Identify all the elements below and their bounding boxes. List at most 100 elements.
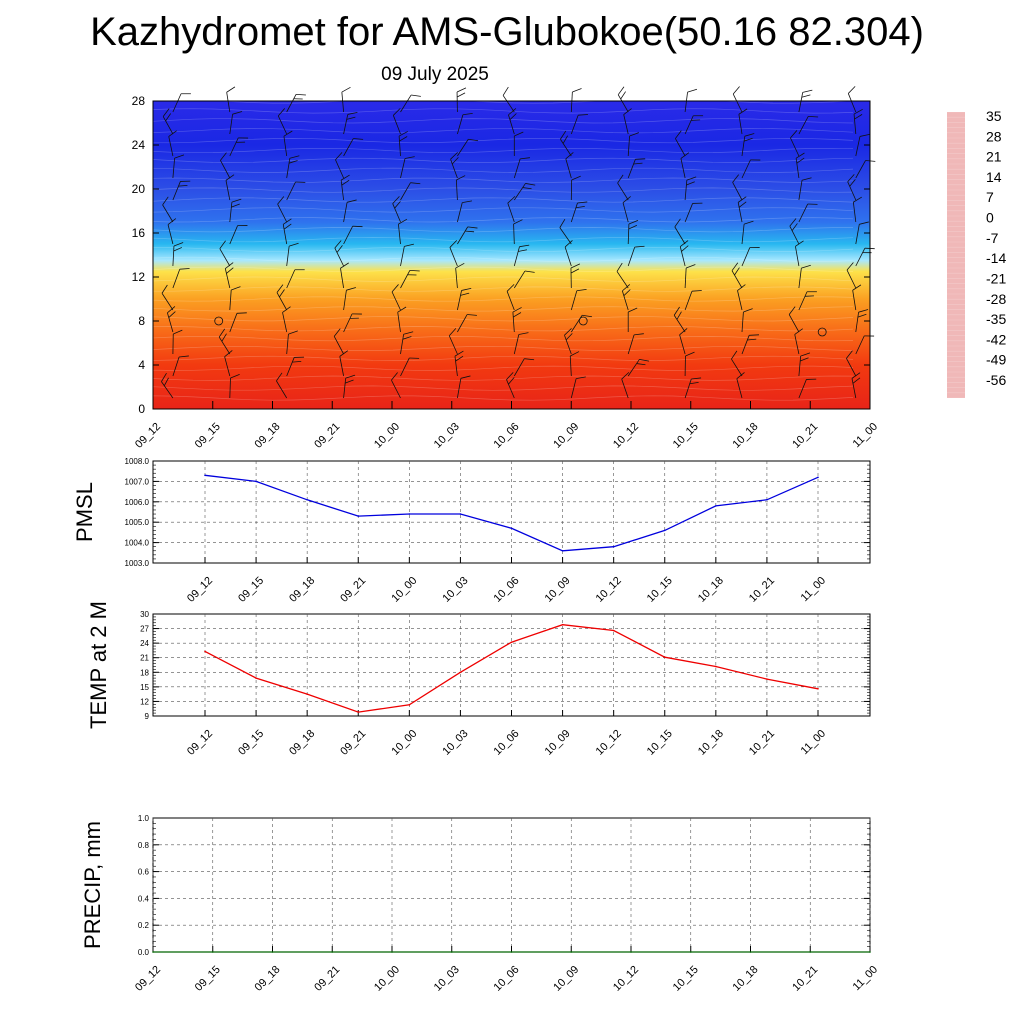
wind-barb xyxy=(684,202,703,223)
barb-flag xyxy=(846,350,853,359)
barb-flag xyxy=(691,377,702,380)
barb-flag xyxy=(352,225,363,228)
wind-barb xyxy=(286,269,305,289)
wind-barb xyxy=(172,154,185,179)
data-point xyxy=(391,951,393,953)
wind-barb xyxy=(226,86,236,113)
barb-staff xyxy=(392,115,401,135)
barb-staff xyxy=(343,378,347,399)
wind-barb xyxy=(400,243,415,267)
wind-barb xyxy=(627,333,644,355)
barb-flag xyxy=(571,175,581,181)
barb-staff xyxy=(731,358,743,377)
barb-flag xyxy=(236,141,246,143)
data-point xyxy=(689,951,692,953)
wind-barb xyxy=(798,291,817,311)
barb-staff xyxy=(798,203,809,223)
barb-flag xyxy=(807,291,817,293)
x-tick-label: 10_18 xyxy=(696,728,726,758)
barb-flag xyxy=(411,94,421,97)
barb-flag xyxy=(691,290,702,292)
wind-barb xyxy=(172,242,184,267)
barb-flag xyxy=(576,289,587,292)
barb-staff xyxy=(798,356,802,377)
barb-flag xyxy=(617,174,624,184)
barb-staff xyxy=(513,358,525,377)
wind-barb xyxy=(855,335,875,355)
contour-line xyxy=(152,157,854,163)
wind-barb xyxy=(789,218,800,245)
barb-flag xyxy=(801,94,811,98)
wind-barb xyxy=(684,377,702,399)
barb-flag xyxy=(403,331,414,335)
wind-barb xyxy=(172,93,191,113)
barb-flag xyxy=(565,333,573,341)
barb-flag xyxy=(620,91,626,100)
barb-flag xyxy=(277,108,286,117)
wind-barb xyxy=(400,269,420,289)
wind-barb xyxy=(343,374,356,399)
wind-barb xyxy=(172,355,189,377)
barb-flag xyxy=(173,242,184,247)
barb-flag xyxy=(801,264,811,269)
colorbar-label: -14 xyxy=(986,250,1006,266)
wind-barb xyxy=(276,372,288,399)
wind-barb xyxy=(855,221,869,245)
wind-barb xyxy=(340,262,349,289)
barb-staff xyxy=(286,357,295,377)
barb-staff xyxy=(286,94,297,113)
barb-flag xyxy=(340,262,349,269)
barb-staff xyxy=(790,137,800,157)
barb-staff xyxy=(798,92,804,113)
barb-flag xyxy=(346,199,357,203)
barb-flag xyxy=(450,152,458,160)
contour-line xyxy=(152,207,854,213)
barb-flag xyxy=(564,328,572,336)
wind-barb xyxy=(847,174,857,201)
barb-flag xyxy=(462,113,473,116)
y-tick-label: 21 xyxy=(140,654,149,663)
barb-flag xyxy=(852,284,862,291)
x-tick-label: 11_00 xyxy=(799,575,829,605)
barb-flag xyxy=(628,219,639,225)
barb-staff xyxy=(627,359,640,377)
wind-barb xyxy=(627,158,646,179)
wind-barb xyxy=(798,115,819,135)
colorbar-label: -7 xyxy=(986,230,999,246)
barb-flag xyxy=(455,355,464,362)
barb-staff xyxy=(400,270,411,289)
contour-line xyxy=(152,296,854,302)
barb-staff xyxy=(855,312,859,333)
barb-flag xyxy=(167,218,177,225)
y-tick-label: 24 xyxy=(132,138,146,152)
barb-flag xyxy=(622,284,631,292)
x-tick-label: 09_12 xyxy=(133,421,163,451)
barb-staff xyxy=(560,139,572,157)
barb-flag xyxy=(788,306,796,315)
barb-staff xyxy=(737,290,743,311)
barb-flag xyxy=(859,221,869,225)
barb-flag xyxy=(292,360,302,363)
barb-flag xyxy=(675,130,682,139)
barb-flag xyxy=(238,137,249,139)
wind-barb xyxy=(457,200,473,223)
x-tick-label: 11_00 xyxy=(851,964,881,994)
colorbar-label: 35 xyxy=(986,108,1002,124)
y-tick-label: 12 xyxy=(140,697,149,706)
barb-staff xyxy=(400,94,412,113)
wind-barb xyxy=(788,306,800,333)
wind-barb xyxy=(454,350,464,377)
barb-flag xyxy=(514,131,524,137)
barb-staff xyxy=(732,182,743,201)
barb-staff xyxy=(161,293,174,311)
barb-flag xyxy=(635,158,646,160)
barb-flag xyxy=(346,116,356,120)
barb-staff xyxy=(616,271,629,289)
barb-staff xyxy=(335,159,344,179)
contour-line xyxy=(152,118,854,124)
barb-flag xyxy=(173,329,183,335)
data-point xyxy=(306,693,308,695)
wind-barb xyxy=(286,356,305,377)
barb-flag xyxy=(577,201,588,204)
barb-staff xyxy=(617,182,629,201)
